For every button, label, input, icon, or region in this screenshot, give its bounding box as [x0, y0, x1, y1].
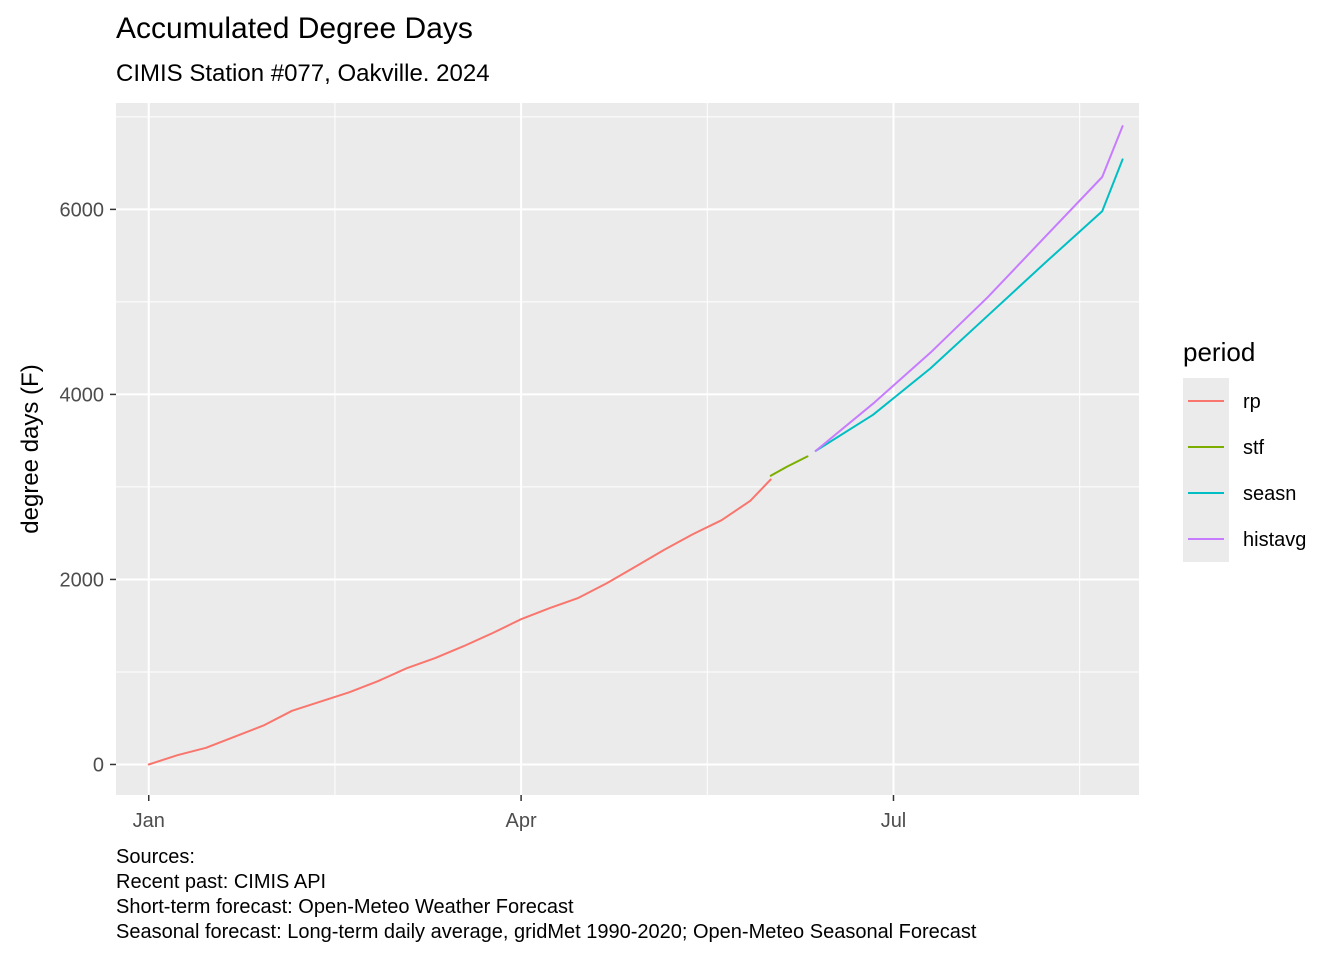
x-tick-label: Apr — [506, 810, 537, 832]
legend-label-stf: stf — [1243, 437, 1265, 459]
legend-label-seasn: seasn — [1243, 483, 1296, 505]
sources-caption: Sources: Recent past: CIMIS API Short-te… — [116, 845, 977, 945]
series-line-seasn — [814, 158, 1124, 452]
y-tick-label: 6000 — [60, 199, 105, 221]
series-line-rp — [147, 478, 772, 766]
series-line-stf — [769, 455, 809, 477]
y-tick-label: 2000 — [60, 569, 105, 591]
plot-panel — [116, 103, 1139, 795]
legend-title: period — [1183, 337, 1255, 367]
series-line-histavg — [814, 125, 1124, 452]
x-tick-label: Jan — [133, 810, 165, 832]
caption-line-4: Seasonal forecast: Long-term daily avera… — [116, 921, 977, 943]
caption-line-2: Recent past: CIMIS API — [116, 871, 327, 893]
chart-title: Accumulated Degree Days — [116, 12, 473, 45]
legend-label-histavg: histavg — [1243, 529, 1306, 551]
legend-label-rp: rp — [1243, 391, 1261, 413]
x-tick-label: Jul — [881, 810, 907, 832]
y-tick-label: 4000 — [60, 384, 105, 406]
y-tick-label: 0 — [93, 754, 104, 776]
caption-line-3: Short-term forecast: Open-Meteo Weather … — [116, 896, 574, 918]
caption-line-1: Sources: — [116, 846, 195, 868]
chart-subtitle: CIMIS Station #077, Oakville. 2024 — [116, 60, 490, 87]
y-axis-title: degree days (F) — [17, 364, 44, 533]
